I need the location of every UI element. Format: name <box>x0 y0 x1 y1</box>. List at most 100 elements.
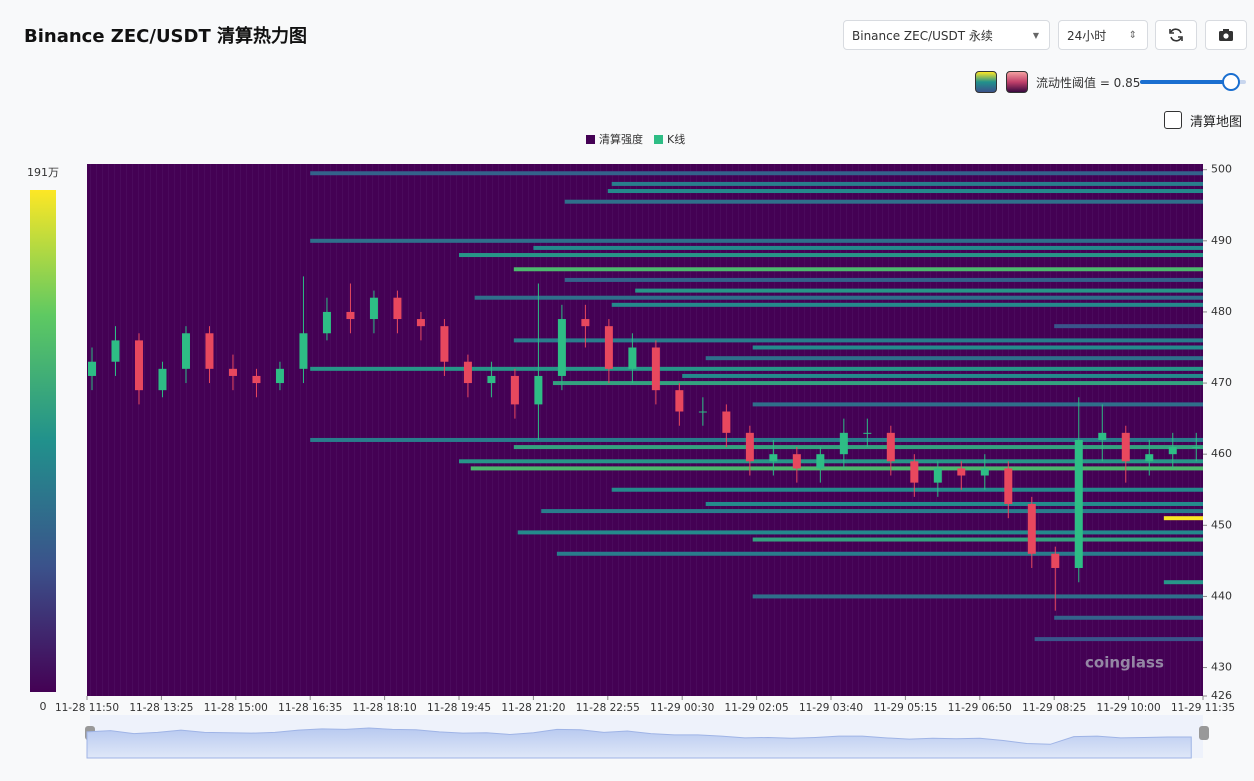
x-tick-label: 11-28 18:10 <box>353 702 417 714</box>
candle-body <box>440 326 449 362</box>
x-tick-label: 11-29 05:15 <box>873 702 937 714</box>
x-tick-label: 11-28 16:35 <box>278 702 342 714</box>
y-tick-label: 480 <box>1211 305 1232 318</box>
slider-track[interactable] <box>1140 73 1246 91</box>
liquidation-band <box>752 537 1203 542</box>
liquidation-band <box>1034 637 1203 642</box>
liquidation-band <box>1054 615 1203 620</box>
y-tick-label: 490 <box>1211 234 1232 247</box>
liquidation-band <box>459 459 1203 464</box>
candle-body <box>675 390 684 412</box>
x-tick-label: 11-28 15:00 <box>204 702 268 714</box>
candle-body <box>651 347 660 391</box>
candle-body <box>322 311 331 334</box>
watermark: coinglass <box>1085 654 1164 672</box>
candle-body <box>416 319 425 327</box>
candle-body <box>1168 447 1177 455</box>
candle-body <box>628 347 637 369</box>
candle-body <box>88 361 96 376</box>
candle-body <box>463 361 472 384</box>
y-tick-label: 430 <box>1211 661 1232 674</box>
symbol-select-text: Binance ZEC/USDT 永续 <box>852 28 993 43</box>
candle-body <box>205 333 214 369</box>
y-tick-label: 426 <box>1211 689 1232 702</box>
dropdown-caret: ▼ <box>1032 30 1039 40</box>
candle-body <box>299 333 308 369</box>
x-tick-label: 11-29 08:25 <box>1022 702 1086 714</box>
legend-swatch <box>654 135 663 144</box>
candle-body <box>698 411 707 413</box>
x-tick-label: 11-28 22:55 <box>576 702 640 714</box>
refresh-icon <box>1169 28 1183 42</box>
candle-body <box>393 297 402 320</box>
navigator-handle[interactable] <box>1199 726 1209 740</box>
liquidation-band <box>310 171 1203 176</box>
map-checkbox[interactable] <box>1164 111 1182 129</box>
legend-label: 清算强度 <box>599 132 643 146</box>
y-tick-label: 470 <box>1211 376 1232 389</box>
candle-body <box>910 461 919 483</box>
map-toggle-label: 清算地图 <box>1190 115 1243 130</box>
candle-body <box>181 333 190 369</box>
palette-red[interactable] <box>1006 71 1028 93</box>
threshold-label: 流动性阈值 = 0.85 <box>1036 76 1141 90</box>
slider-thumb[interactable] <box>1222 73 1240 91</box>
x-tick-label: 11-28 11:50 <box>55 702 119 714</box>
y-tick-label: 500 <box>1211 163 1232 176</box>
candle-body <box>487 375 496 384</box>
x-tick-label: 11-29 11:35 <box>1171 702 1235 714</box>
liquidation-band <box>474 295 1203 300</box>
symbol-select[interactable]: Binance ZEC/USDT 永续 ▼ <box>843 20 1050 50</box>
range-select[interactable]: 24小时 ⇕ <box>1058 20 1148 50</box>
liquidation-band <box>611 487 1203 492</box>
candle-body <box>346 311 355 320</box>
refresh-button[interactable] <box>1155 20 1197 50</box>
candle-body <box>745 432 754 462</box>
liquidation-band <box>607 189 1203 194</box>
camera-icon <box>1219 29 1233 41</box>
x-tick-label: 11-29 03:40 <box>799 702 863 714</box>
candle-body <box>1192 447 1201 449</box>
candle-body <box>1145 454 1154 462</box>
colorbar-tick-label: 191万 <box>27 166 59 179</box>
palette-viridis[interactable] <box>975 71 997 93</box>
candle-body <box>816 454 825 469</box>
candle-body <box>1027 503 1036 554</box>
liquidation-band <box>541 509 1203 514</box>
heatmap-background <box>87 164 1203 696</box>
candle-body <box>957 468 966 476</box>
candle-body <box>581 319 590 327</box>
candle-body <box>886 432 895 462</box>
candle-body <box>252 375 261 384</box>
legend-swatch <box>586 135 595 144</box>
candle-body <box>1074 439 1083 568</box>
liquidation-band <box>611 302 1203 307</box>
liquidation-band <box>517 530 1203 535</box>
liquidation-band <box>752 402 1203 407</box>
candle-body <box>980 468 989 476</box>
y-tick-label: 440 <box>1211 589 1232 602</box>
navigator-area <box>86 727 1192 759</box>
candle-body <box>275 368 284 384</box>
screenshot-button[interactable] <box>1205 20 1247 50</box>
candle-body <box>604 326 613 369</box>
candle-body <box>228 368 237 376</box>
candle-body <box>158 368 167 391</box>
liquidation-band <box>635 288 1203 293</box>
liquidation-band <box>310 366 1203 371</box>
y-tick-label: 460 <box>1211 447 1232 460</box>
liquidation-band <box>310 238 1203 243</box>
candle-body <box>1004 468 1013 504</box>
x-tick-label: 11-29 06:50 <box>948 702 1012 714</box>
liquidation-band <box>705 501 1203 506</box>
x-tick-label: 11-29 00:30 <box>650 702 714 714</box>
x-tick-label: 11-29 02:05 <box>725 702 789 714</box>
liquidation-band <box>513 267 1203 272</box>
x-tick-label: 11-28 13:25 <box>129 702 193 714</box>
liquidation-band <box>533 245 1203 250</box>
candle-body <box>557 319 566 376</box>
candle-body <box>111 340 120 362</box>
liquidation-band <box>552 381 1203 386</box>
